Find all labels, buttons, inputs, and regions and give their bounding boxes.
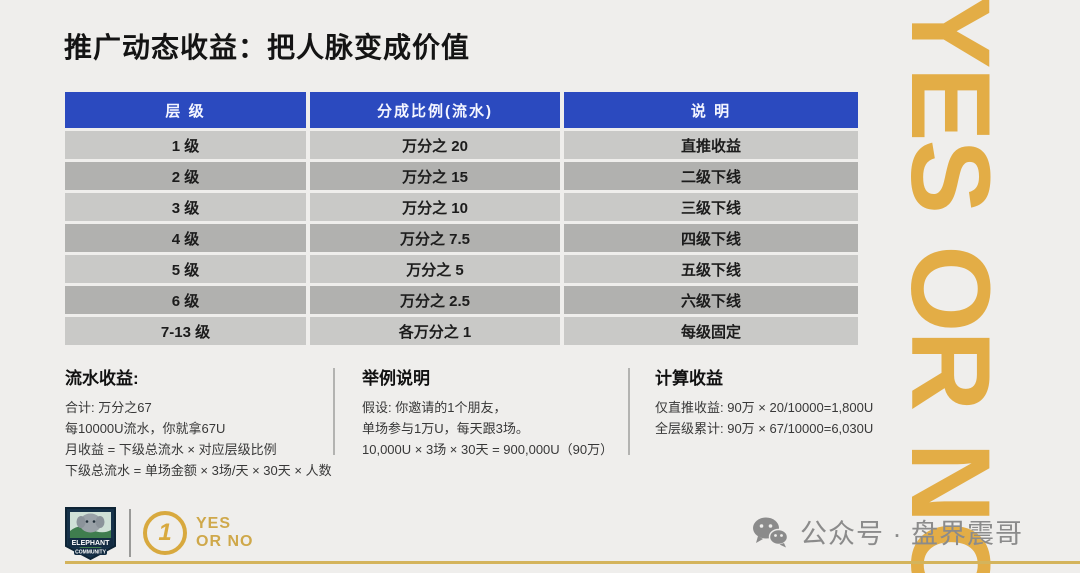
section-line: 月收益 = 下级总流水 × 对应层级比例 bbox=[65, 442, 277, 457]
table-cell: 每级固定 bbox=[564, 317, 858, 345]
page-title: 推广动态收益：把人脉变成价值 bbox=[64, 32, 471, 63]
coin-digit: 1 bbox=[158, 519, 172, 546]
vertical-divider bbox=[628, 368, 630, 455]
table-cell: 7-13 级 bbox=[65, 317, 306, 345]
column-header-ratio: 分成比例(流水) bbox=[310, 92, 560, 128]
footer-brand-text: YES OR NO bbox=[196, 515, 253, 551]
section-calc-income: 计算收益 仅直推收益: 90万 × 20/10000=1,800U 全层级累计:… bbox=[655, 364, 940, 439]
table-cell: 二级下线 bbox=[564, 162, 858, 190]
section-line: 合计: 万分之67 bbox=[65, 400, 152, 415]
table-cell: 三级下线 bbox=[564, 193, 858, 221]
table-cell: 五级下线 bbox=[564, 255, 858, 283]
svg-text:ELEPHANT: ELEPHANT bbox=[72, 540, 110, 547]
bottom-gold-rule bbox=[65, 561, 1080, 564]
section-title: 计算收益 bbox=[655, 369, 723, 388]
table-cell: 六级下线 bbox=[564, 286, 858, 314]
section-line: 全层级累计: 90万 × 67/10000=6,030U bbox=[655, 421, 874, 436]
section-line: 每10000U流水，你就拿67U bbox=[65, 421, 226, 436]
column-header-note: 说 明 bbox=[564, 92, 858, 128]
section-line: 仅直推收益: 90万 × 20/10000=1,800U bbox=[655, 400, 874, 415]
table-cell: 万分之 5 bbox=[310, 255, 560, 283]
section-title: 流水收益: bbox=[65, 369, 139, 388]
section-line: 假设: 你邀请的1个朋友， bbox=[362, 400, 507, 415]
table-cell: 4 级 bbox=[65, 224, 306, 252]
table-cell: 四级下线 bbox=[564, 224, 858, 252]
vertical-divider bbox=[333, 368, 335, 455]
table-cell: 万分之 15 bbox=[310, 162, 560, 190]
footer-brand-row: ELEPHANT COMMUNITY 1 YES OR NO bbox=[62, 504, 253, 562]
table-cell: 1 级 bbox=[65, 131, 306, 159]
section-line: 下级总流水 = 单场金额 × 3场/天 × 30天 × 人数 bbox=[65, 463, 332, 478]
table-cell: 6 级 bbox=[65, 286, 306, 314]
section-line: 单场参与1万U，每天跟3场。 bbox=[362, 421, 529, 436]
table-cell: 直推收益 bbox=[564, 131, 858, 159]
table-cell: 2 级 bbox=[65, 162, 306, 190]
watermark-text: 公众号 · 盘界震哥 bbox=[800, 519, 1023, 549]
svg-text:COMMUNITY: COMMUNITY bbox=[75, 549, 106, 555]
section-example: 举例说明 假设: 你邀请的1个朋友， 单场参与1万U，每天跟3场。 10,000… bbox=[362, 364, 627, 460]
table-cell: 5 级 bbox=[65, 255, 306, 283]
brand-line-orno: OR NO bbox=[196, 533, 254, 550]
table-cell: 万分之 20 bbox=[310, 131, 560, 159]
watermark: 公众号 · 盘界震哥 bbox=[752, 512, 1023, 551]
side-brand-watermark: YES OR NO bbox=[888, 0, 1013, 573]
column-header-level: 层 级 bbox=[65, 92, 306, 128]
table-cell: 万分之 7.5 bbox=[310, 224, 560, 252]
elephant-community-logo-icon: ELEPHANT COMMUNITY bbox=[65, 506, 116, 560]
table-cell: 3 级 bbox=[65, 193, 306, 221]
table-cell: 万分之 10 bbox=[310, 193, 560, 221]
table-cell: 万分之 2.5 bbox=[310, 286, 560, 314]
brand-line-yes: YES bbox=[196, 515, 232, 532]
footer-divider bbox=[129, 509, 131, 557]
yes-or-no-coin-icon: 1 bbox=[143, 511, 187, 555]
section-line: 10,000U × 3场 × 30天 = 900,000U（90万） bbox=[362, 442, 614, 457]
section-flow-income: 流水收益: 合计: 万分之67 每10000U流水，你就拿67U 月收益 = 下… bbox=[65, 364, 332, 481]
commission-table: 层 级 分成比例(流水) 说 明 1 级 万分之 20 直推收益 2 级 万分之… bbox=[65, 92, 858, 345]
wechat-icon bbox=[753, 517, 788, 547]
section-title: 举例说明 bbox=[362, 369, 430, 388]
table-cell: 各万分之 1 bbox=[310, 317, 560, 345]
